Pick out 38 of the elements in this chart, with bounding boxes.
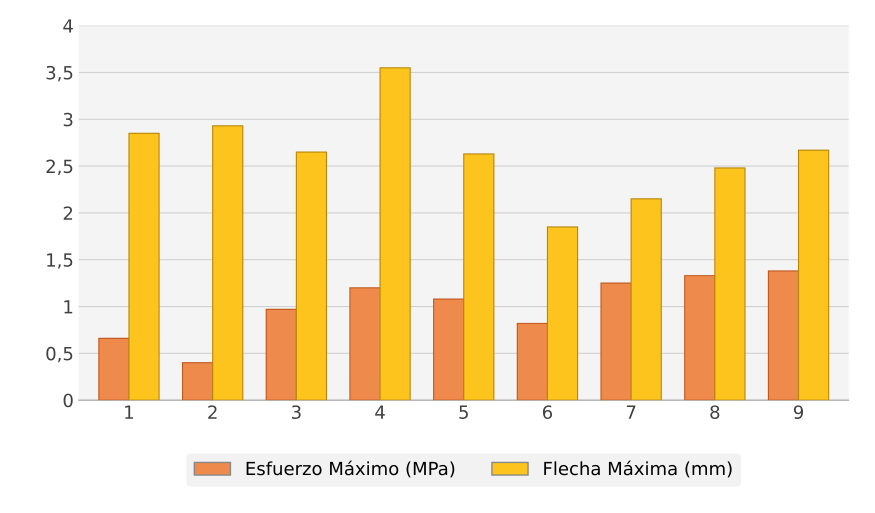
y-tick-label: 4 (63, 19, 73, 33)
bar (266, 308, 297, 400)
x-tick-label: 7 (626, 406, 636, 419)
y-tick-label: 0,5 (46, 346, 72, 362)
bar (714, 167, 746, 400)
bar (630, 198, 662, 400)
x-tick-label: 5 (459, 406, 468, 419)
legend-label: Esfuerzo Máximo (MPa) (246, 460, 454, 478)
y-tick-label: 3,5 (46, 66, 72, 82)
x-tick-label: 3 (292, 405, 301, 419)
bar (600, 282, 632, 400)
x-tick-label: 2 (208, 405, 217, 419)
bar (433, 298, 464, 400)
bar (296, 151, 328, 400)
y-tick-label: 3 (64, 112, 72, 126)
bar (684, 275, 716, 400)
y-tick-label: 2,5 (46, 160, 72, 176)
y-tick-label: 1 (64, 300, 72, 314)
bar (798, 150, 830, 400)
x-tick-label: 8 (710, 405, 720, 419)
bar (182, 362, 214, 400)
x-tick-label: 1 (125, 406, 134, 419)
y-tick-label: 1,5 (47, 253, 72, 269)
x-tick-label: 6 (542, 405, 552, 419)
legend-label: Flecha Máxima (mm) (544, 460, 732, 478)
bar (380, 67, 411, 400)
bar (98, 338, 130, 400)
y-tick-label: 0 (64, 394, 73, 408)
bar (463, 153, 494, 400)
bar (349, 287, 381, 400)
bar (546, 226, 578, 400)
bar (516, 322, 548, 400)
bar (212, 125, 244, 400)
y-tick-label: 2 (64, 206, 72, 220)
bar (128, 132, 160, 400)
x-tick-label: 9 (794, 405, 804, 419)
bar (768, 270, 800, 400)
x-tick-label: 4 (375, 406, 385, 419)
